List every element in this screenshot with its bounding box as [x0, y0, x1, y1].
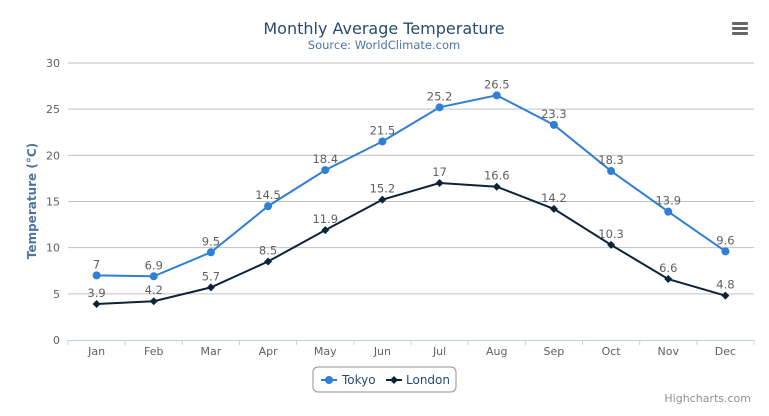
data-label: 21.5: [370, 123, 396, 137]
series-london: 3.9 4.2 5.7 8.5 11.9 15.2 17 16.6 14.2 10.3 6.6 4.8: [87, 165, 735, 308]
data-point: [435, 179, 444, 188]
x-tick-label: May: [314, 345, 337, 358]
data-label: 18.4: [312, 152, 338, 166]
legend: Tokyo London: [312, 366, 457, 393]
data-point: [321, 166, 330, 175]
data-label: 4.8: [716, 278, 734, 292]
x-tick-label: Nov: [658, 345, 680, 358]
data-point: [664, 207, 673, 216]
data-point: [721, 291, 730, 300]
data-point: [549, 120, 558, 129]
data-point: [492, 182, 501, 191]
x-tick-label: Oct: [602, 345, 622, 358]
y-tick-label: 0: [53, 334, 60, 347]
chart-title: Monthly Average Temperature: [263, 19, 504, 38]
data-point: [149, 297, 158, 306]
data-point: [206, 248, 215, 257]
legend-item-london[interactable]: London: [386, 373, 450, 387]
data-label: 6.9: [145, 258, 163, 272]
y-axis-title: Temperature (°C): [25, 143, 39, 259]
diamond-marker-icon: [390, 376, 398, 384]
data-label: 14.2: [541, 191, 567, 205]
data-point: [321, 226, 330, 235]
data-point: [92, 271, 101, 280]
data-label: 10.3: [598, 227, 624, 241]
data-label: 5.7: [202, 269, 220, 283]
y-tick-label: 15: [46, 196, 60, 209]
data-point: [92, 299, 101, 308]
data-label: 9.6: [716, 233, 734, 247]
y-tick-label: 20: [46, 149, 60, 162]
circle-marker-icon: [325, 376, 333, 384]
data-point: [607, 240, 616, 249]
series-line: [96, 182, 726, 305]
data-label: 8.5: [259, 244, 277, 258]
x-tick-label: Jul: [432, 345, 446, 358]
data-point: [378, 195, 387, 204]
x-tick-label: Apr: [259, 345, 279, 358]
data-label: 13.9: [655, 194, 681, 208]
data-point: [721, 247, 730, 256]
x-tick-label: Dec: [715, 345, 736, 358]
y-tick-label: 25: [46, 103, 60, 116]
data-point: [264, 202, 273, 211]
data-point: [435, 103, 444, 112]
x-tick-label: Feb: [144, 345, 163, 358]
data-point: [549, 204, 558, 213]
data-point: [264, 257, 273, 266]
data-label: 7: [93, 257, 100, 271]
chart-subtitle: Source: WorldClimate.com: [308, 38, 460, 52]
data-label: 6.6: [659, 261, 677, 275]
data-label: 9.5: [202, 234, 220, 248]
data-point: [664, 275, 673, 284]
x-tick-label: Mar: [201, 345, 222, 358]
data-label: 23.3: [541, 107, 567, 121]
legend-box: [312, 366, 457, 393]
data-label: 3.9: [87, 286, 105, 300]
x-tick-label: Jan: [87, 345, 105, 358]
x-tick-label: Jun: [373, 345, 391, 358]
data-point: [149, 272, 158, 281]
data-label: 11.9: [312, 212, 338, 226]
data-label: 26.5: [484, 77, 510, 91]
hamburger-menu-icon[interactable]: [732, 22, 748, 35]
data-label: 14.5: [255, 188, 281, 202]
data-point: [378, 137, 387, 146]
credits-link[interactable]: Highcharts.com: [664, 392, 751, 405]
x-tick-label: Aug: [486, 345, 507, 358]
data-label: 25.2: [427, 89, 453, 103]
series-tokyo: 7 6.9 9.5 14.5 18.4 21.5 25.2 26.5 23.3 18.3 13.9 9…: [92, 77, 735, 281]
data-point: [607, 167, 616, 176]
data-point: [206, 283, 215, 292]
legend-item-tokyo[interactable]: Tokyo: [321, 373, 376, 387]
legend-label-london: London: [406, 373, 450, 387]
data-label: 15.2: [370, 182, 396, 196]
data-label: 4.2: [145, 283, 163, 297]
series-line: [96, 94, 726, 278]
data-label: 17: [432, 165, 447, 179]
data-label: 18.3: [598, 153, 624, 167]
y-tick-label: 5: [53, 288, 60, 301]
data-point: [492, 91, 501, 100]
y-tick-label: 10: [46, 242, 60, 255]
y-tick-label: 30: [46, 57, 60, 70]
data-label: 16.6: [484, 169, 510, 183]
legend-label-tokyo: Tokyo: [341, 373, 376, 387]
x-tick-label: Sep: [544, 345, 565, 358]
